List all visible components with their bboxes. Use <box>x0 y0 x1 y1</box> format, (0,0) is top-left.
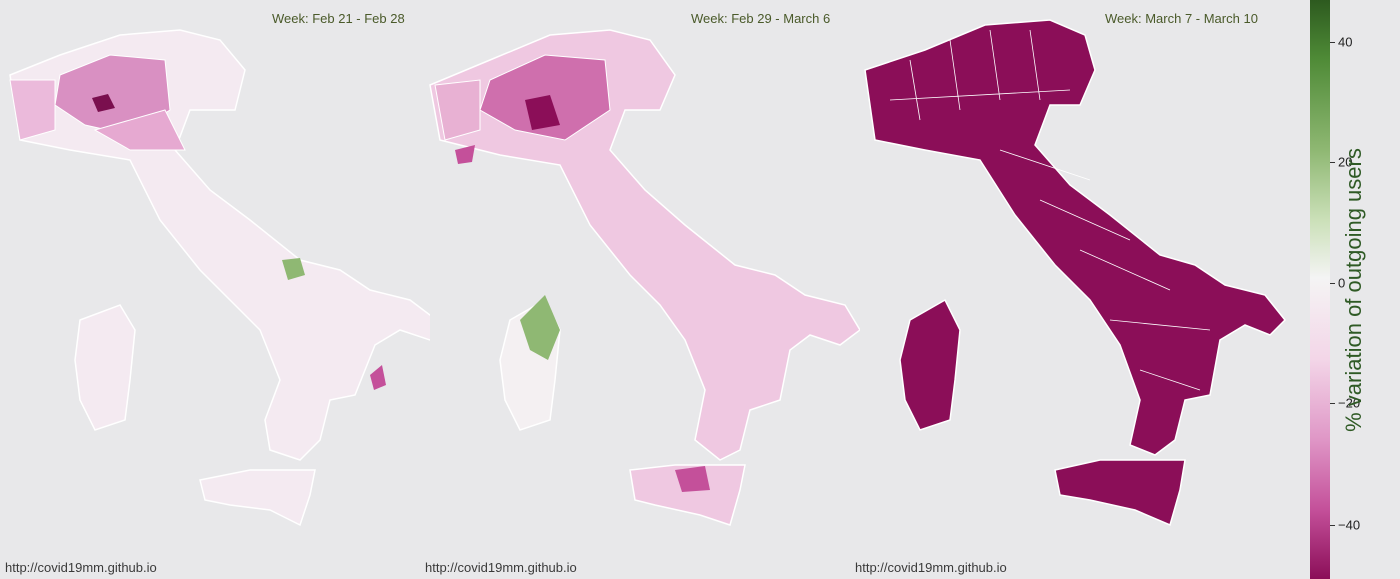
map-panel-week-1: Week: Feb 21 - Feb 28 http://covid19mm.g… <box>0 0 430 579</box>
map-panel-week-2: Week: Feb 29 - March 6 http://covid19mm.… <box>420 0 860 579</box>
italy-map <box>850 0 1300 579</box>
region-piedmont <box>10 80 55 140</box>
colorbar <box>1310 0 1330 579</box>
tick-label: 40 <box>1338 35 1352 50</box>
region-sardinia <box>75 305 135 430</box>
tick-mark <box>1330 162 1335 163</box>
tick-mark <box>1330 403 1335 404</box>
colorbar-legend: 40 20 0 −20 −40 % variation of outgoing … <box>1300 0 1400 579</box>
tick-mark <box>1330 283 1335 284</box>
panel-credit: http://covid19mm.github.io <box>5 560 157 575</box>
tick-label: −40 <box>1338 518 1360 533</box>
italy-map <box>420 0 860 579</box>
italy-map <box>0 0 430 579</box>
panel-credit: http://covid19mm.github.io <box>855 560 1007 575</box>
region-sicily <box>1055 460 1185 525</box>
region-sicily <box>200 470 315 525</box>
tick-mark <box>1330 525 1335 526</box>
region-calabria <box>370 365 386 390</box>
map-panel-week-3: Week: March 7 - March 10 http://covid19m… <box>850 0 1300 579</box>
tick-mark <box>1330 42 1335 43</box>
region-liguria <box>455 145 475 164</box>
panel-credit: http://covid19mm.github.io <box>425 560 577 575</box>
region-sardinia <box>900 300 960 430</box>
